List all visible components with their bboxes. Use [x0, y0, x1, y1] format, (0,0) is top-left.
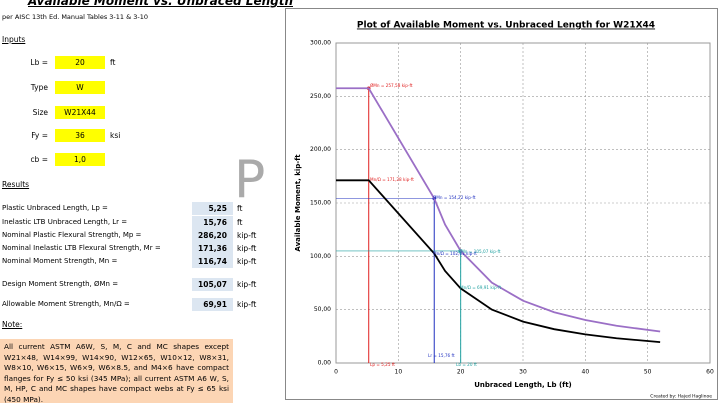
result-value: 286,20: [192, 229, 233, 242]
annotation: Mn/Ω = 102,61 kip-ft: [433, 251, 477, 256]
y-axis-label: Available Moment, kip-ft: [294, 154, 302, 252]
input-value: 20: [55, 56, 105, 69]
chart-title: Plot of Available Moment vs. Unbraced Le…: [357, 21, 655, 31]
sheet-title: Available Moment vs. Unbraced Length: [28, 0, 293, 8]
sheet-subtitle: per AISC 13th Ed. Manual Tables 3-11 & 3…: [2, 13, 148, 21]
x-tick-label: 50: [644, 369, 652, 376]
result-value: 116,74: [192, 255, 233, 268]
result-unit: kip-ft: [237, 280, 257, 289]
x-axis-label: Unbraced Length, Lb (ft): [474, 381, 572, 389]
note: All current ASTM A6W, S, M, C and MC sha…: [0, 339, 233, 404]
credit: Created by: Hajed Haglinoe: [650, 394, 712, 400]
x-tick-label: 20: [457, 369, 465, 376]
input-label: Fy =: [31, 131, 48, 140]
input-value: 36: [55, 129, 105, 142]
result-value: 171,36: [192, 242, 233, 255]
result-label: Plastic Unbraced Length, Lp =: [2, 204, 108, 212]
series-line: [336, 87, 661, 333]
input-value: W21X44: [55, 106, 105, 119]
series-line: [336, 179, 661, 343]
result-unit: kip-ft: [237, 231, 257, 240]
result-label: Nominal Inelastic LTB Flexural Strength,…: [2, 244, 161, 252]
input-label: Type: [30, 83, 48, 92]
input-value: 1,0: [55, 153, 105, 166]
result-value: 5,25: [192, 202, 233, 215]
result-label: Nominal Moment Strength, Mn =: [2, 257, 118, 265]
y-tick-label: 200,00: [310, 146, 331, 153]
input-label: Lb =: [30, 58, 48, 67]
x-tick-label: 30: [519, 369, 527, 376]
result-value: 105,07: [192, 278, 233, 291]
input-label: Size: [32, 108, 48, 117]
result-label: Inelastic LTB Unbraced Length, Lr =: [2, 218, 128, 226]
result-value: 15,76: [192, 216, 233, 229]
result-label: Design Moment Strength, ØMn =: [2, 280, 119, 288]
result-unit: kip-ft: [237, 300, 257, 309]
annotation: ØMn = 105,07 kip-ft: [458, 249, 501, 254]
y-tick-label: 50,00: [314, 306, 331, 313]
inputs-heading: Inputs: [2, 35, 26, 44]
results-heading: Results: [2, 180, 30, 189]
result-unit: kip-ft: [237, 257, 257, 266]
result-label: Nominal Plastic Flexural Strength, Mp =: [2, 231, 142, 239]
result-unit: kip-ft: [237, 244, 257, 253]
y-tick-label: 100,00: [310, 253, 331, 260]
y-tick-label: 250,00: [310, 93, 331, 100]
x-tick-label: 10: [395, 369, 403, 376]
y-tick-label: 150,00: [310, 200, 331, 207]
annotation: Lp = 5,25 ft: [370, 362, 395, 367]
x-tick-label: 40: [582, 369, 590, 376]
result-unit: ft: [237, 204, 243, 213]
annotation: ØMn = 154,22 kip-ft: [433, 195, 476, 200]
annotation: ØMn = 257,58 kip-ft: [370, 83, 413, 88]
x-tick-label: 60: [706, 369, 714, 376]
x-tick-label: 0: [334, 369, 338, 376]
input-value: W: [55, 81, 105, 94]
result-label: Allowable Moment Strength, Mn/Ω =: [2, 300, 130, 308]
annotation: Mn/Ω = 171,28 kip-ft: [370, 177, 414, 182]
y-tick-label: 0,00: [318, 360, 332, 367]
y-tick-label: 300,00: [310, 40, 331, 47]
annotation: Lr = 15,76 ft: [428, 353, 455, 358]
input-unit: ksi: [110, 131, 121, 140]
result-unit: ft: [237, 218, 243, 227]
input-unit: ft: [110, 58, 116, 67]
note-heading: Note:: [2, 320, 23, 329]
result-value: 69,91: [192, 298, 233, 311]
watermark: P: [234, 150, 266, 210]
annotation: Mn/Ω = 69,91 kip-ft: [460, 285, 502, 290]
annotation: Lb = 20 ft: [456, 362, 477, 367]
input-label: cb =: [30, 155, 48, 164]
